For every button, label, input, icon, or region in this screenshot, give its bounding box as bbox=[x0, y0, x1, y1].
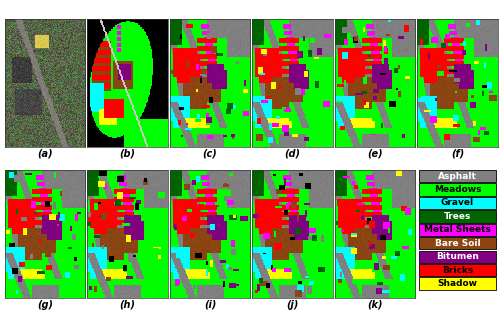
X-axis label: (d): (d) bbox=[284, 149, 300, 159]
Bar bbox=[419, 224, 496, 236]
Text: Asphalt: Asphalt bbox=[438, 172, 477, 180]
X-axis label: (i): (i) bbox=[204, 300, 216, 310]
Bar bbox=[419, 251, 496, 263]
Text: Metal Sheets: Metal Sheets bbox=[424, 225, 491, 234]
X-axis label: (g): (g) bbox=[37, 300, 53, 310]
X-axis label: (j): (j) bbox=[286, 300, 298, 310]
Bar bbox=[419, 210, 496, 223]
X-axis label: (f): (f) bbox=[451, 149, 464, 159]
X-axis label: (c): (c) bbox=[202, 149, 218, 159]
Text: Bare Soil: Bare Soil bbox=[434, 239, 480, 248]
Bar bbox=[419, 277, 496, 290]
X-axis label: (a): (a) bbox=[37, 149, 53, 159]
Text: Bricks: Bricks bbox=[442, 266, 473, 275]
X-axis label: (b): (b) bbox=[120, 149, 136, 159]
Bar bbox=[419, 197, 496, 209]
Bar bbox=[419, 237, 496, 250]
Text: Gravel: Gravel bbox=[441, 198, 474, 207]
X-axis label: (e): (e) bbox=[367, 149, 383, 159]
X-axis label: (k): (k) bbox=[367, 300, 382, 310]
Text: Bitumen: Bitumen bbox=[436, 252, 479, 261]
Text: Meadows: Meadows bbox=[434, 185, 481, 194]
Bar bbox=[419, 183, 496, 196]
Bar bbox=[419, 170, 496, 182]
Bar bbox=[419, 264, 496, 276]
Text: Trees: Trees bbox=[444, 212, 471, 221]
Text: Shadow: Shadow bbox=[438, 279, 478, 288]
X-axis label: (h): (h) bbox=[120, 300, 136, 310]
